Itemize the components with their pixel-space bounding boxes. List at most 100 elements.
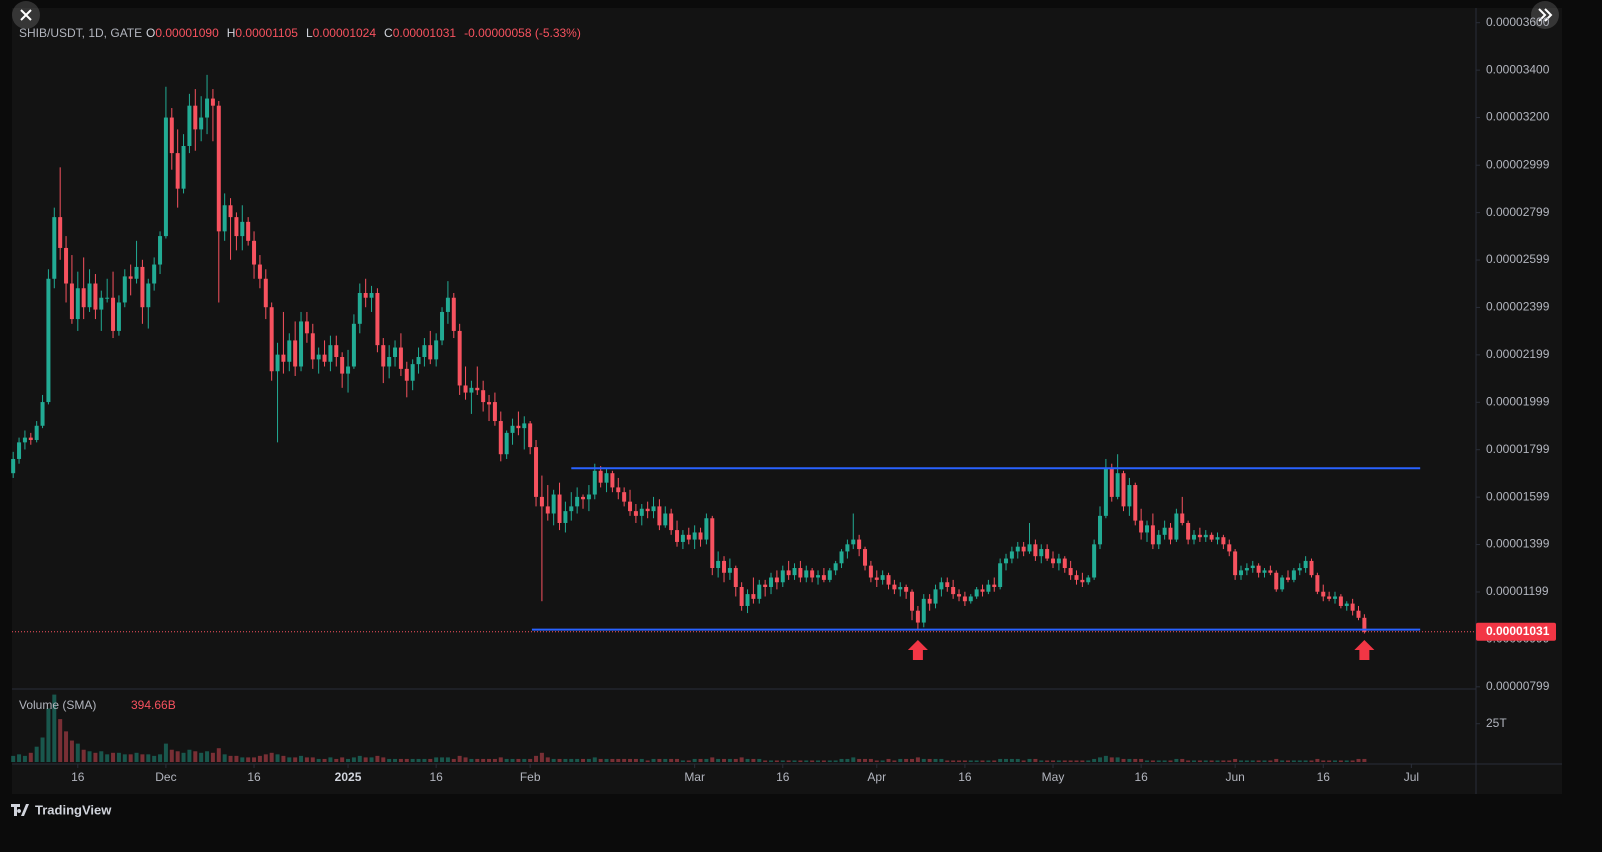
candle-body [1244, 568, 1249, 571]
volume-bar [1227, 760, 1232, 762]
candle-body [175, 153, 180, 189]
candle-body [704, 518, 709, 540]
close-button[interactable] [12, 1, 40, 29]
volume-bar [1280, 760, 1285, 762]
volume-bar [1127, 758, 1132, 762]
volume-bar [375, 755, 380, 762]
candle-body [610, 473, 615, 488]
volume-bar [968, 760, 973, 762]
volume-bar [857, 758, 862, 762]
candle-body [1021, 546, 1026, 552]
candle-body [1239, 570, 1244, 576]
volume-bar [669, 758, 674, 762]
candle-body [58, 217, 63, 248]
volume-bar [1286, 760, 1291, 762]
candle-body [69, 283, 74, 320]
ohlc-legend: O0.00001090 H0.00001105 L0.00001024 C0.0000… [146, 26, 581, 40]
candle-body [939, 582, 944, 590]
volume-bar [105, 754, 110, 762]
candle-body [1186, 522, 1191, 540]
candle-body [422, 345, 427, 358]
volume-bar [1274, 758, 1279, 762]
volume-bar [663, 758, 668, 762]
volume-bar [175, 751, 180, 762]
volume-bar [81, 749, 86, 762]
volume-bar [1115, 757, 1120, 762]
x-tick-label: 16 [429, 770, 443, 784]
candle-body [1338, 596, 1343, 606]
candle-body [1356, 610, 1361, 618]
candle-body [469, 387, 474, 393]
candle-body [228, 205, 233, 218]
x-tick-label: 16 [1317, 770, 1331, 784]
x-tick-label: Jun [1225, 770, 1244, 784]
volume-bar [351, 757, 356, 762]
volume-bar [745, 758, 750, 762]
candle-body [780, 570, 785, 583]
candle-body [886, 575, 891, 585]
y-tick-label: 0.00003200 [1486, 110, 1550, 124]
volume-bar [1297, 760, 1302, 762]
volume-label: Volume (SMA) [19, 698, 96, 712]
volume-bar [539, 752, 544, 762]
candle-body [416, 357, 421, 365]
volume-bar [369, 757, 374, 762]
candle-body [116, 302, 121, 331]
candle-body [628, 501, 633, 512]
volume-bar [304, 757, 309, 762]
candle-body [299, 321, 304, 367]
candle-body [680, 534, 685, 542]
volume-bar [1033, 758, 1038, 762]
volume-bar [639, 758, 644, 762]
expand-button[interactable] [1531, 1, 1559, 29]
candle-body [387, 357, 392, 367]
plot [11, 74, 1476, 762]
volume-bar [1256, 760, 1261, 762]
legend-key: L [306, 26, 313, 40]
volume-bar [792, 760, 797, 762]
volume-bar [1156, 760, 1161, 762]
candle-body [1150, 525, 1155, 545]
candle-body [845, 544, 850, 552]
y-tick-label: 0.00002799 [1486, 205, 1550, 219]
volume-bar [1180, 758, 1185, 762]
candle-body [927, 598, 932, 604]
volume-bar [1139, 758, 1144, 762]
volume-bar [416, 758, 421, 762]
candle-body [205, 98, 210, 118]
volume-bar [833, 760, 838, 762]
volume-bar [557, 758, 562, 762]
candle-body [504, 432, 509, 455]
candle-body [246, 221, 251, 241]
candle-body [974, 589, 979, 597]
volume-bar [1327, 760, 1332, 762]
candle-body [1033, 544, 1038, 557]
volume-bar [451, 758, 456, 762]
candle-body [1274, 572, 1279, 590]
candle-body [792, 568, 797, 576]
candle-body [140, 266, 145, 308]
candle-body [786, 570, 791, 576]
candle-body [1004, 558, 1009, 564]
candle-body [910, 591, 915, 611]
volume-bar [363, 757, 368, 762]
volume-bar [234, 755, 239, 762]
volume-bar [680, 760, 685, 762]
close-icon[interactable] [20, 9, 32, 21]
candle-body [445, 297, 450, 312]
expand-icon[interactable] [1538, 8, 1553, 22]
volume-bar [633, 758, 638, 762]
volume-bar [1145, 760, 1150, 762]
candle-body [122, 276, 127, 303]
chart-panel [12, 8, 1562, 794]
volume-bar [1068, 760, 1073, 762]
volume-bar [986, 760, 991, 762]
volume-bar [199, 752, 204, 762]
volume-bar [504, 758, 509, 762]
volume-bar [69, 740, 74, 762]
volume-bar [598, 758, 603, 762]
volume-bar [275, 754, 280, 762]
volume-bar [1209, 760, 1214, 762]
volume-bar [463, 757, 468, 762]
